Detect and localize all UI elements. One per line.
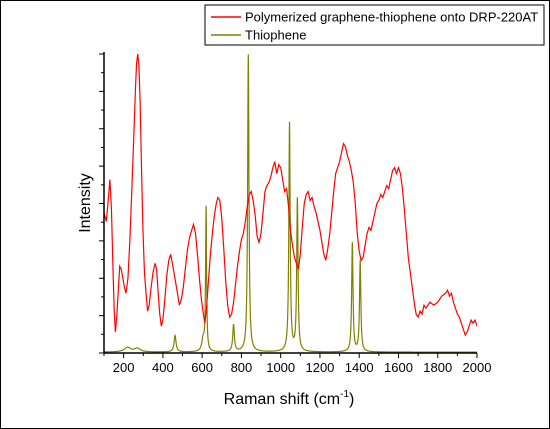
series-layer [104, 53, 477, 353]
x-tick-label-1000: 1000 [266, 360, 295, 375]
y-axis-title: Intensity [77, 173, 94, 233]
x-tick-label-2000: 2000 [463, 360, 492, 375]
x-axis-title-superscript: -1 [340, 389, 349, 400]
x-tick-label-1800: 1800 [423, 360, 452, 375]
x-tick-label-1600: 1600 [384, 360, 413, 375]
x-axis-title: Raman shift (cm-1) [224, 389, 355, 408]
legend-label-polymerized-graphene-thiophene-onto-drp-220at: Polymerized graphene-thiophene onto DRP-… [245, 10, 538, 25]
x-axis-title-tail: ) [349, 391, 354, 408]
x-tick-label-1400: 1400 [345, 360, 374, 375]
x-tick-label-200: 200 [113, 360, 135, 375]
x-tick-label-1200: 1200 [305, 360, 334, 375]
x-axis-title-main: Raman shift (cm [224, 391, 340, 408]
x-tick-label-400: 400 [152, 360, 174, 375]
legend-box [204, 4, 545, 46]
x-tick-label-800: 800 [231, 360, 253, 375]
series-line-thiophene [104, 54, 477, 353]
axes-layer: 200 400 600 800 1000 1200 1400 1600 1800 2000 [99, 52, 491, 375]
x-tick-label-600: 600 [191, 360, 213, 375]
legend: Polymerized graphene-thiophene onto DRP-… [204, 4, 545, 46]
series-line-polymerized-graphene-thiophene [104, 53, 477, 337]
legend-label-thiophene: Thiophene [245, 28, 306, 43]
